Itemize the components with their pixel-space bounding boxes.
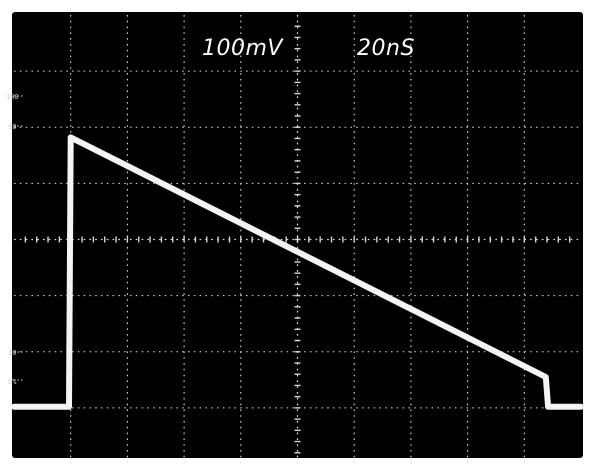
- mark-10-label: 10: [8, 349, 16, 357]
- trace-point: [544, 375, 548, 379]
- trace-point: [69, 135, 73, 139]
- rise-time-marks: 100 90 10 0%: [6, 93, 19, 386]
- trace-point: [579, 405, 583, 409]
- waveform-trace: [11, 134, 584, 410]
- mark-100-label: 100: [6, 93, 19, 101]
- trace-point: [12, 405, 16, 409]
- trace-point: [67, 405, 71, 409]
- mark-0-label: 0%: [8, 378, 17, 386]
- waveform-traces: [11, 134, 584, 410]
- volts-per-div-readout: 100mV: [202, 36, 284, 61]
- mark-90-label: 90: [8, 123, 16, 131]
- screen-area: [12, 12, 583, 458]
- time-per-div-readout: 20nS: [357, 36, 415, 61]
- trace-point: [546, 405, 550, 409]
